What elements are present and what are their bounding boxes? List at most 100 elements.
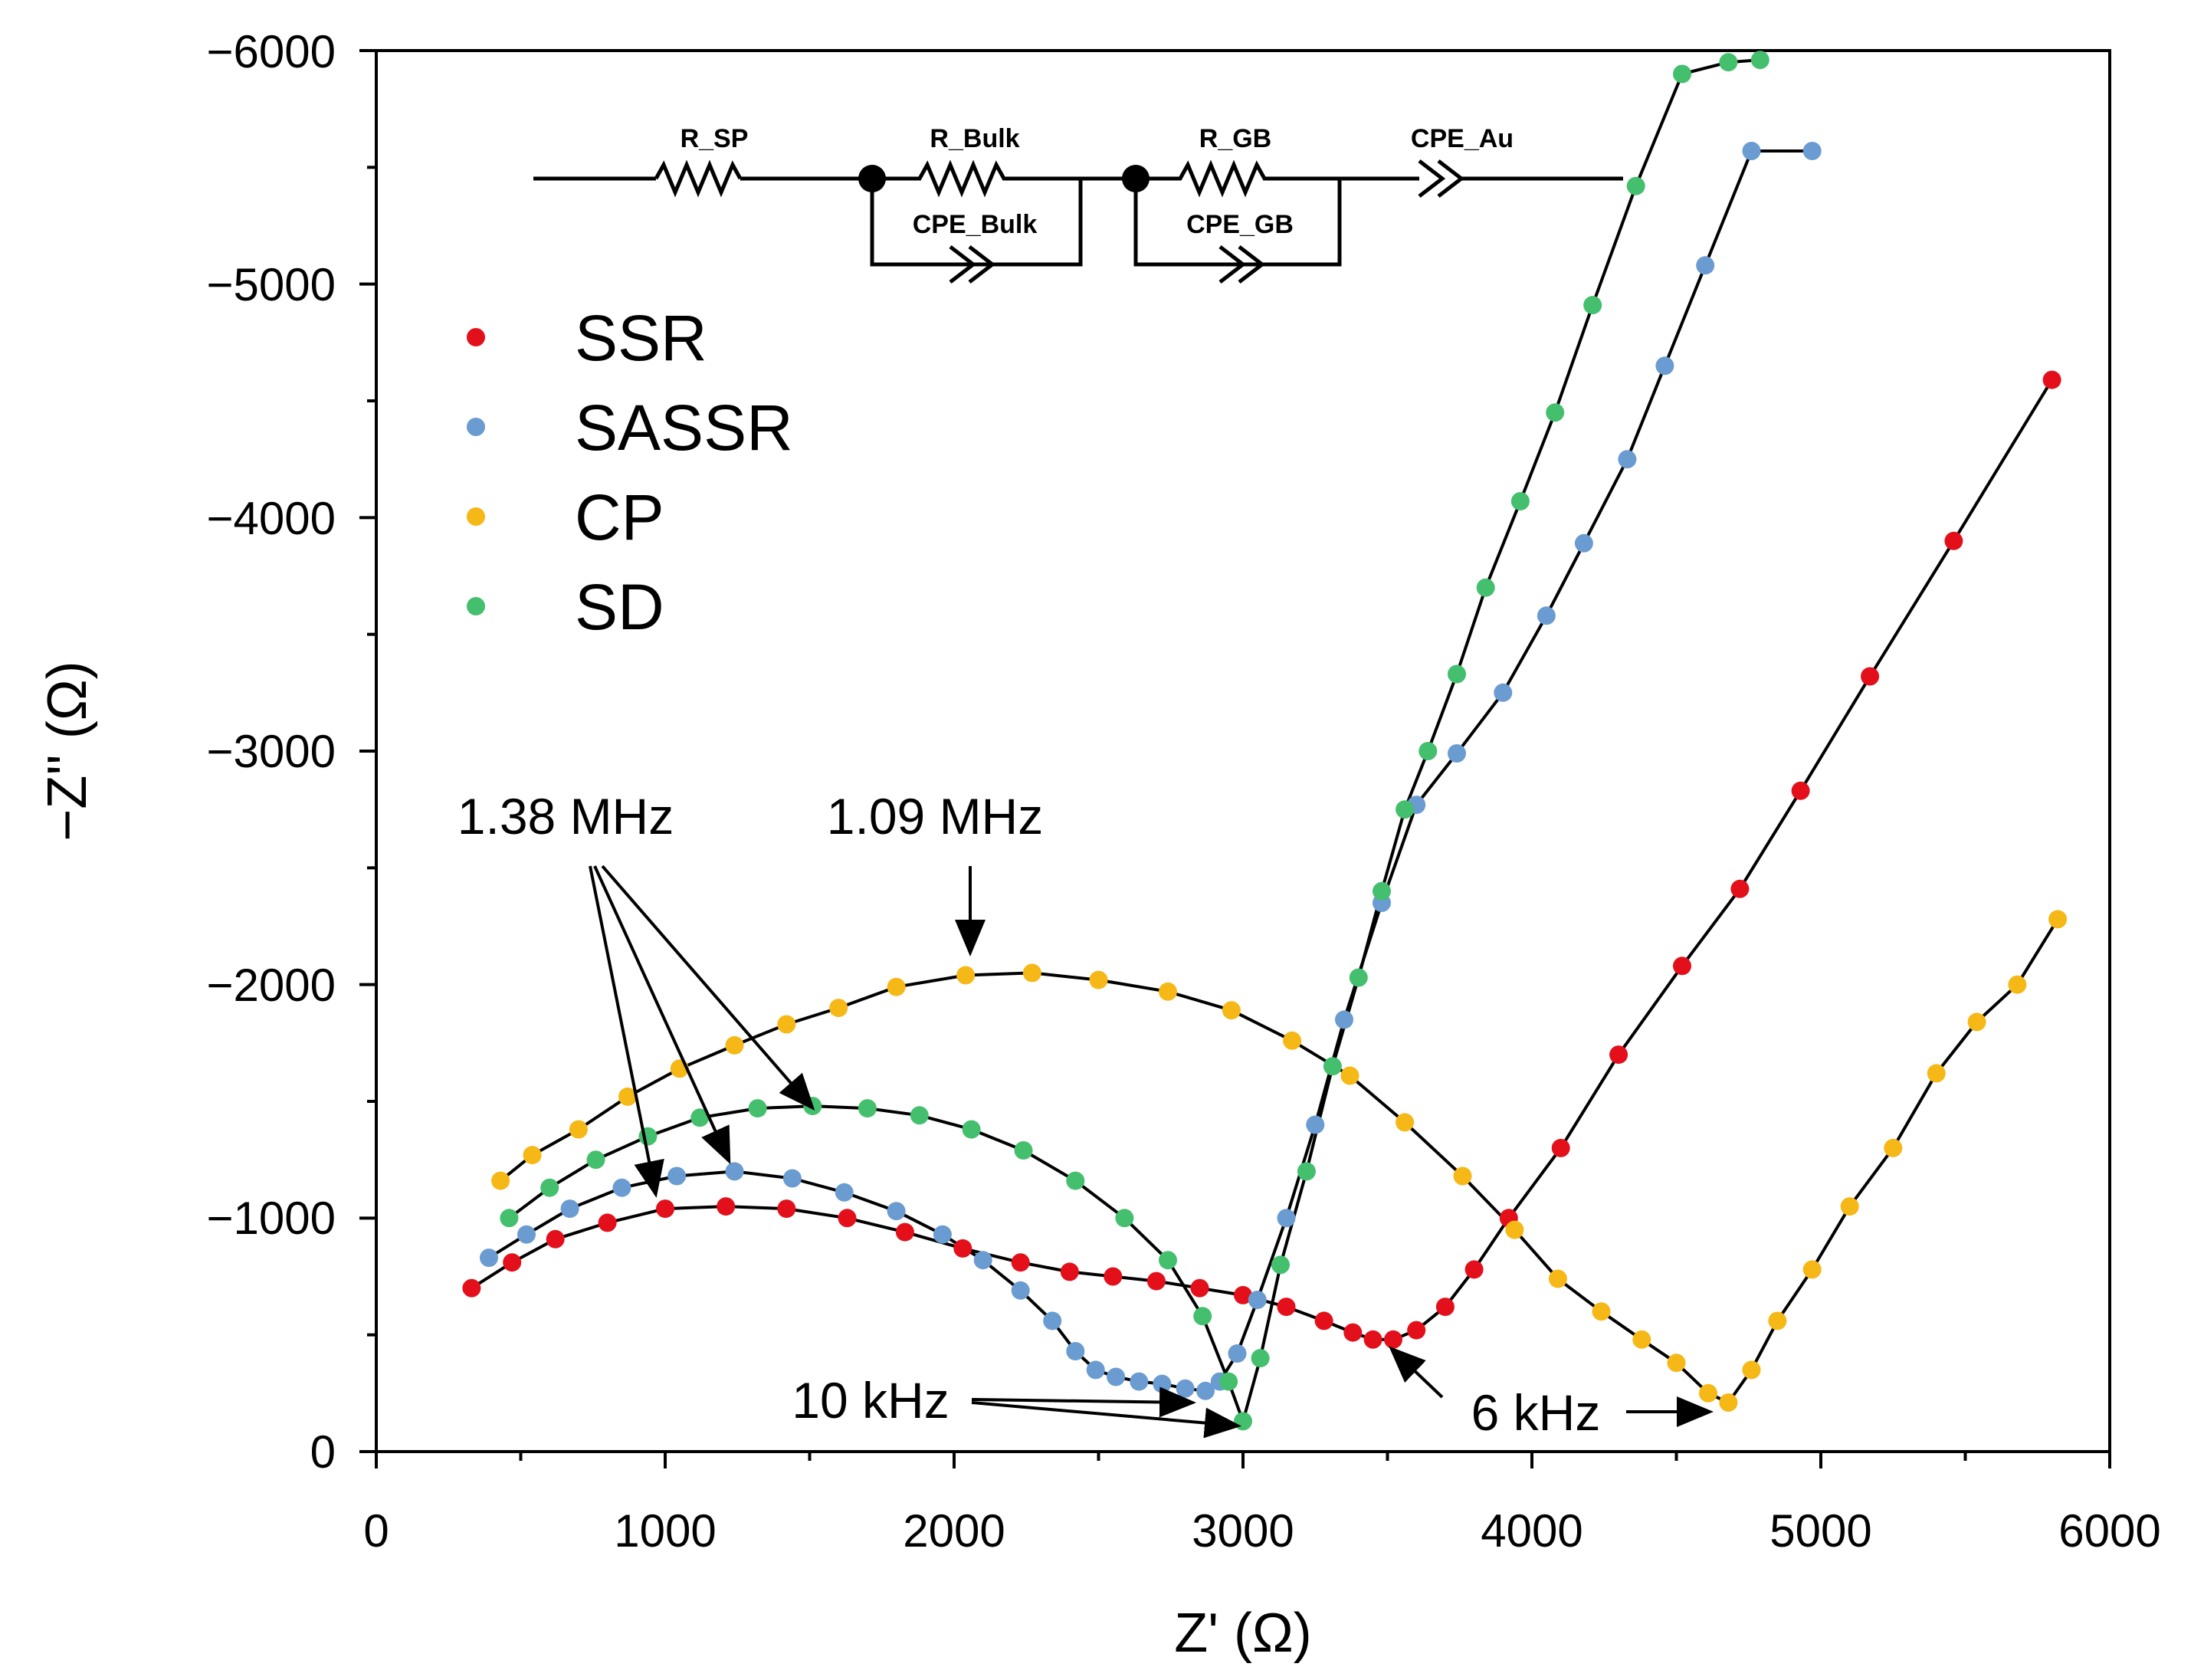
data-point-sassr (1130, 1372, 1149, 1391)
data-point-sassr (1335, 1010, 1353, 1029)
data-point-cp (1719, 1393, 1738, 1412)
data-point-cp (1222, 1001, 1241, 1020)
data-point-sassr (1086, 1360, 1105, 1380)
data-point-sd (1219, 1372, 1238, 1391)
data-point-ssr (1730, 879, 1750, 898)
data-point-cp (618, 1087, 637, 1106)
data-point-sassr (1306, 1115, 1325, 1134)
annotation-1-38mhz: 1.38 MHz (458, 788, 674, 845)
data-point-sassr (1618, 450, 1637, 469)
data-point-ssr (1944, 531, 1963, 550)
data-point-ssr (717, 1197, 736, 1216)
plot-frame (375, 49, 2111, 1453)
data-point-sassr (1742, 142, 1761, 160)
legend-label-sd: SD (575, 571, 664, 643)
cpe-au-symbol (1418, 159, 1446, 198)
data-point-sassr (612, 1178, 631, 1197)
x-axis-title: Z' (Ω) (1174, 1603, 1312, 1664)
data-point-sassr (1011, 1281, 1030, 1300)
fit-line-cp (499, 918, 2059, 1404)
data-point-sd (1448, 664, 1466, 684)
resistor-r-gb (1133, 159, 1342, 267)
cpe-bulk-symbol (949, 245, 977, 284)
data-point-sassr (725, 1162, 744, 1181)
data-point-cp (523, 1146, 542, 1165)
data-point-sassr (1066, 1342, 1085, 1360)
y-tick-label: −6000 (206, 26, 336, 77)
data-point-sassr (480, 1249, 498, 1268)
data-point-sd (1193, 1307, 1212, 1326)
data-point-sassr (933, 1225, 952, 1244)
data-point-sd (1418, 742, 1438, 760)
data-point-sassr (1494, 683, 1513, 702)
data-point-sd (748, 1099, 767, 1118)
data-point-sassr (1248, 1291, 1267, 1309)
legend-marker-cp (467, 507, 485, 526)
data-point-cp (1967, 1012, 1986, 1032)
legend-marker-ssr (467, 328, 485, 346)
y-tick-label: −3000 (206, 726, 336, 777)
circuit-label-r-sp: R_SP (681, 124, 749, 153)
data-point-ssr (895, 1222, 914, 1242)
data-point-ssr (1464, 1260, 1484, 1279)
data-point-ssr (598, 1213, 617, 1232)
data-point-ssr (1435, 1298, 1455, 1317)
data-point-ssr (1234, 1285, 1252, 1304)
data-point-ssr (1146, 1271, 1166, 1291)
data-point-sd (500, 1209, 519, 1228)
resistor-r-bulk (870, 159, 1083, 267)
data-point-cp (1742, 1360, 1761, 1380)
data-point-sassr (1277, 1209, 1296, 1228)
data-point-sassr (1537, 606, 1556, 625)
data-point-cp (1159, 982, 1177, 1001)
y-tick-label: −4000 (206, 493, 336, 544)
data-point-ssr (1104, 1267, 1123, 1286)
data-point-sassr (1196, 1381, 1215, 1400)
data-point-sassr (517, 1225, 536, 1244)
arrow-10khz-sassr (971, 1386, 1196, 1418)
data-point-ssr (1314, 1311, 1333, 1331)
data-point-sassr (1574, 533, 1593, 553)
cpe-gb-symbol (1218, 245, 1247, 284)
resistor-r-sp (654, 159, 743, 198)
data-point-sassr (1107, 1367, 1126, 1386)
data-point-sd (962, 1120, 981, 1139)
data-point-cp (569, 1120, 588, 1139)
data-point-sd (1115, 1209, 1134, 1228)
legend-marker-sassr (467, 418, 485, 436)
data-point-ssr (1861, 667, 1880, 686)
legend-label-sassr: SASSR (575, 392, 793, 464)
data-point-sd (910, 1106, 929, 1125)
data-point-ssr (1673, 956, 1691, 976)
data-point-sd (1750, 51, 1769, 70)
annotation-arrows (589, 865, 1714, 1439)
data-point-sd (1673, 64, 1691, 84)
data-point-cp (491, 1171, 510, 1190)
data-point-sassr (1176, 1379, 1195, 1398)
data-point-sd (1583, 296, 1602, 315)
data-point-sassr (887, 1202, 906, 1221)
data-point-cp (1022, 963, 1041, 983)
data-point-cp (1505, 1220, 1524, 1239)
data-point-sassr (835, 1183, 854, 1202)
data-point-sd (1234, 1412, 1252, 1431)
data-point-ssr (656, 1199, 674, 1219)
arrow-6khz-ssr (1389, 1346, 1444, 1399)
data-point-sassr (560, 1199, 579, 1219)
legend-marker-sd (467, 597, 485, 615)
circuit-label-cpe-au: CPE_Au (1411, 124, 1514, 153)
data-point-sd (1066, 1171, 1085, 1190)
data-point-sd (1373, 881, 1391, 901)
data-point-cp (956, 966, 976, 985)
data-point-cp (1396, 1113, 1415, 1132)
data-point-ssr (1791, 781, 1810, 800)
data-point-sassr (1696, 256, 1715, 275)
x-tick-label: 2000 (903, 1505, 1005, 1557)
annotation-1-09mhz: 1.09 MHz (827, 788, 1043, 845)
data-point-cp (1840, 1197, 1859, 1216)
data-point-cp (1927, 1064, 1946, 1083)
data-point-sd (1396, 800, 1415, 819)
cpe-gb-symbol (1238, 245, 1266, 284)
circuit-node (1122, 165, 1150, 192)
data-point-ssr (838, 1209, 857, 1228)
